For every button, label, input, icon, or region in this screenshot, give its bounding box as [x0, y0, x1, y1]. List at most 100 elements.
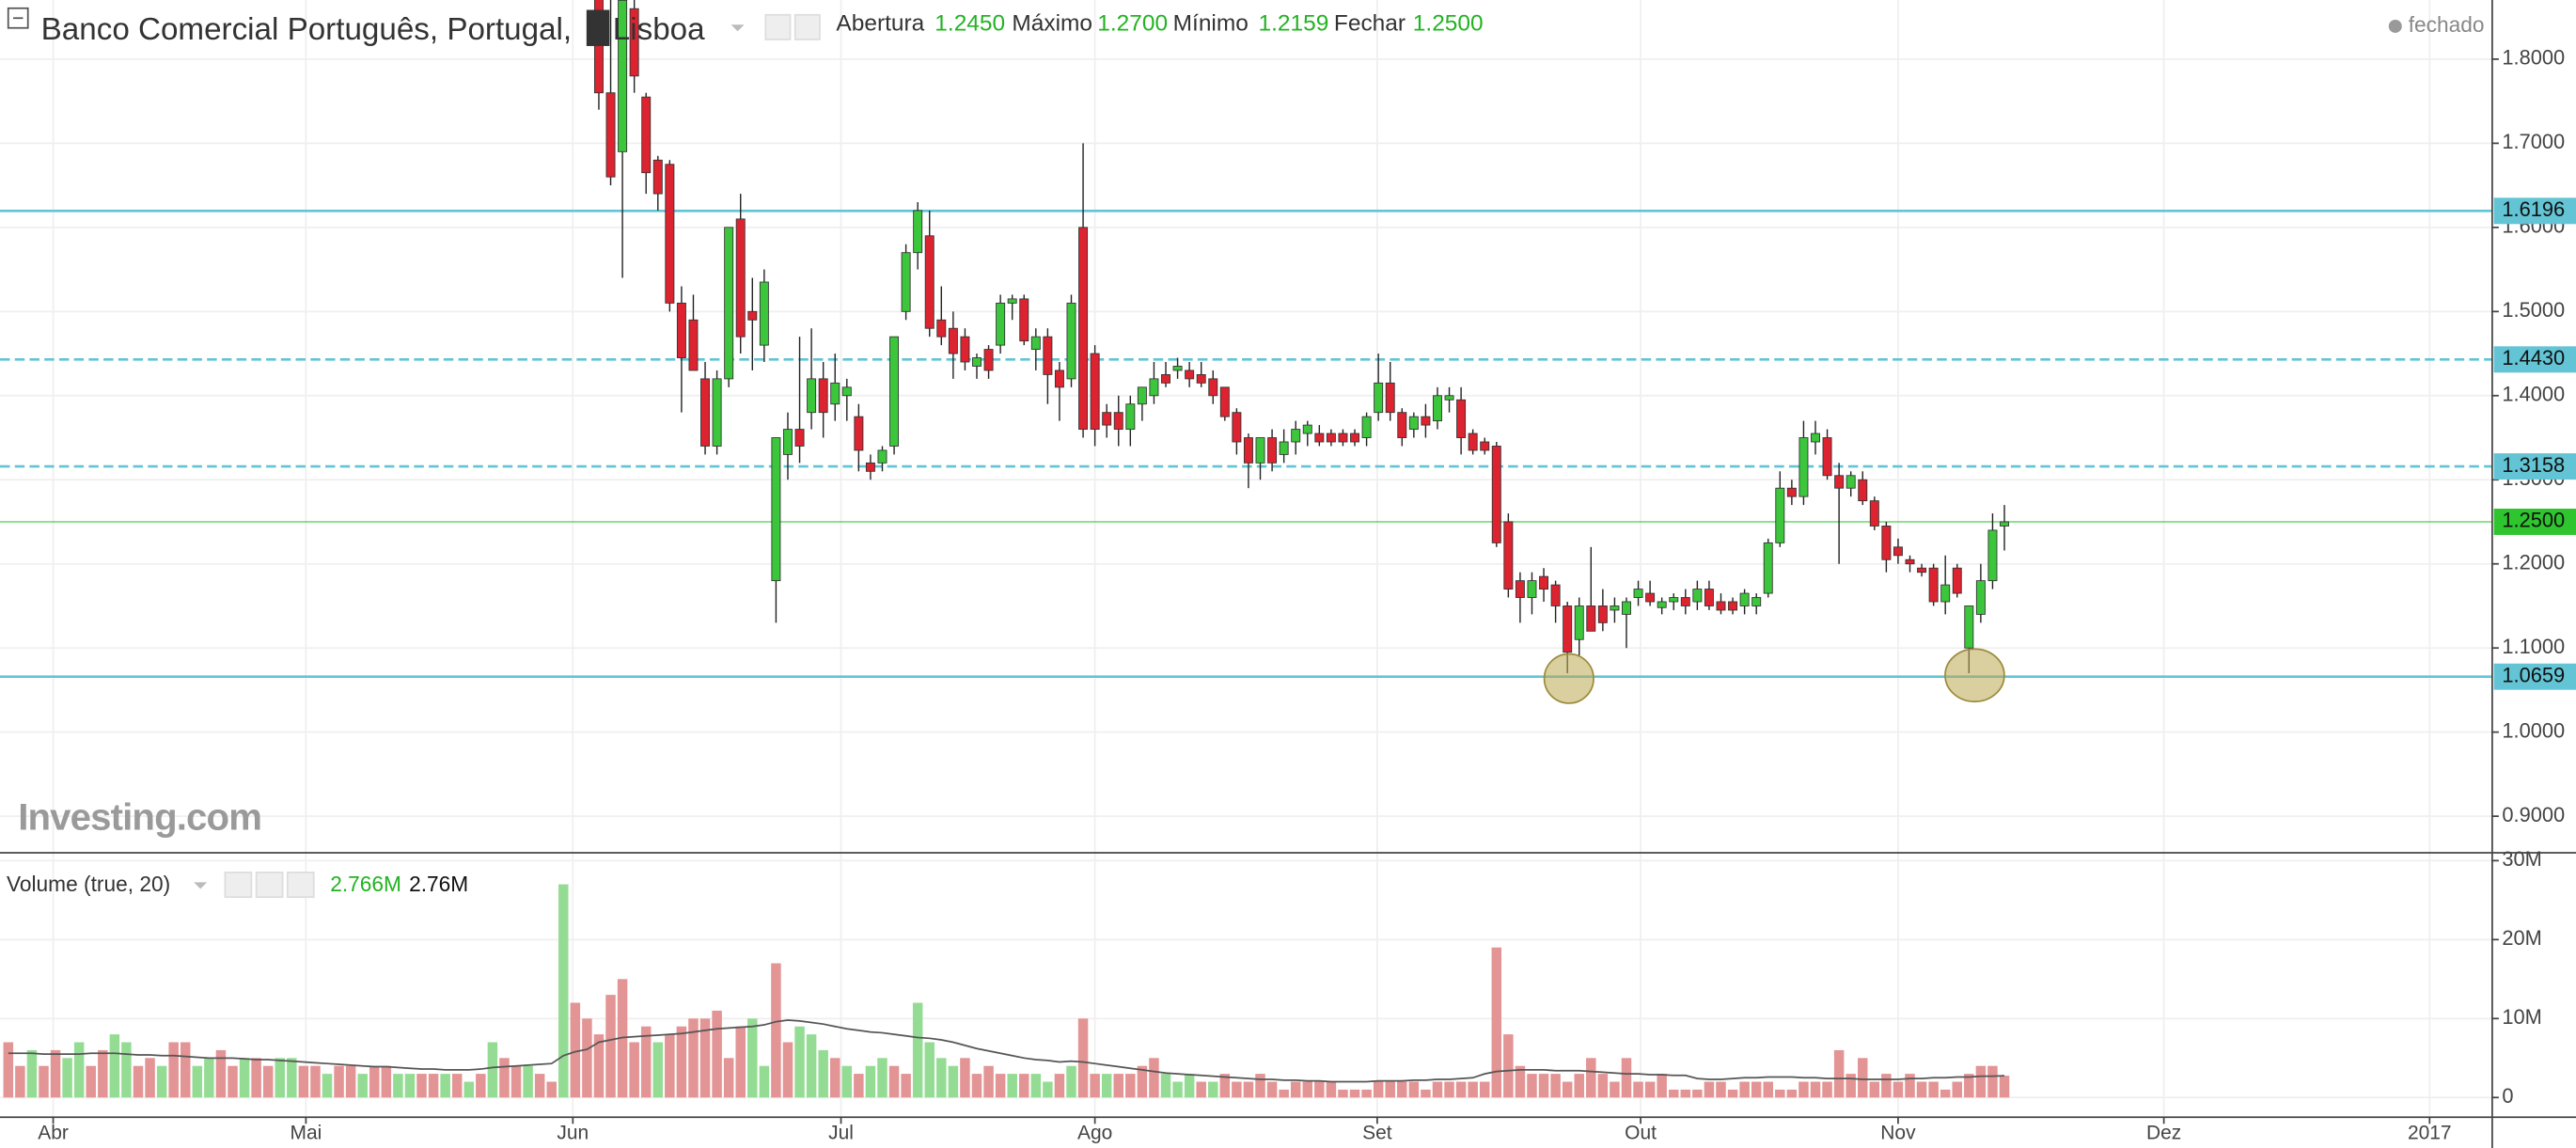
volume-bar [50, 1049, 61, 1098]
volume-bar [1704, 1081, 1715, 1098]
volume-bar [1101, 1074, 1112, 1098]
volume-bar [26, 1049, 38, 1098]
candle-body [1597, 605, 1608, 623]
candle-body [1030, 336, 1041, 351]
volume-bar [629, 1042, 639, 1098]
volume-bar [1066, 1065, 1076, 1098]
dropdown-arrow[interactable] [194, 882, 208, 889]
ohlc-name: Máximo [1012, 11, 1092, 37]
candle-body [1610, 605, 1620, 611]
volume-bar [971, 1074, 982, 1098]
volume-bar [1822, 1081, 1832, 1098]
volume-bar [404, 1074, 416, 1098]
eye-button[interactable] [764, 13, 792, 40]
candle-body [1786, 487, 1797, 497]
candles [593, 0, 2009, 674]
candle-body [1940, 584, 1951, 603]
candle-body [1491, 446, 1501, 543]
volume-bar [960, 1058, 970, 1098]
volume-bar [1349, 1089, 1360, 1098]
volume-bar [747, 1018, 758, 1098]
volume-bar [640, 1026, 652, 1098]
candle-body [924, 235, 935, 329]
settings-button[interactable] [793, 13, 821, 40]
ohlc-name: Fechar [1334, 11, 1406, 37]
y-tick-label: 0 [2502, 1084, 2513, 1108]
volume-bar [1030, 1074, 1042, 1098]
volume-bar [168, 1042, 179, 1098]
candle-body [1811, 432, 1820, 443]
candle-body [1798, 437, 1809, 497]
candle-body [1964, 605, 1974, 649]
volume-bar [759, 1065, 770, 1098]
volume-bar [948, 1065, 959, 1098]
candle-body [1751, 597, 1762, 606]
volume-bar [204, 1058, 214, 1098]
candle-body [1208, 378, 1218, 397]
candle-body [676, 302, 686, 358]
volume-bar [1125, 1074, 1136, 1098]
volume-bar [1326, 1081, 1337, 1098]
last-price-label: 1.2500 [2502, 509, 2565, 532]
volume-bar [1680, 1089, 1691, 1098]
volume-bar [15, 1065, 25, 1098]
settings-button[interactable] [255, 872, 284, 899]
volume-bar [1798, 1081, 1809, 1098]
volume-bar [652, 1042, 664, 1098]
x-tick-label: Out [1625, 1122, 1657, 1143]
volume-bar [1361, 1089, 1372, 1098]
volume-bar [1668, 1089, 1679, 1098]
candle-body [759, 281, 769, 346]
y-tick-label: 10M [2502, 1005, 2541, 1029]
volume-bar [995, 1074, 1006, 1098]
candle-body [1338, 432, 1348, 443]
candle-body [818, 378, 828, 414]
y-tick-label: 30M [2502, 847, 2541, 871]
candle-body [854, 416, 864, 451]
level-label: 1.6196 [2502, 197, 2565, 221]
volume-bar [1527, 1074, 1537, 1098]
volume-bar [1468, 1081, 1478, 1098]
candle-body [1054, 370, 1064, 388]
candle-body [877, 449, 887, 464]
volume-bar [665, 1034, 675, 1098]
candle-body [1586, 605, 1596, 632]
level-label-box [2493, 663, 2576, 690]
volume-bar [546, 1081, 557, 1098]
candle-body [1680, 597, 1690, 606]
candle-body [1172, 366, 1183, 371]
candle-body [688, 319, 699, 371]
candle-body [913, 210, 923, 254]
volume-bar [487, 1042, 498, 1098]
candle-body [700, 378, 711, 447]
candle-body [1633, 589, 1643, 598]
candle-body [901, 252, 911, 312]
candle-body [1397, 412, 1407, 438]
volume-bar [1385, 1081, 1395, 1098]
ohlc-value: 1.2159 [1259, 11, 1329, 37]
x-tick-label: Nov [1880, 1122, 1916, 1143]
last-price-box [2493, 509, 2576, 535]
candle-body [1243, 437, 1253, 464]
candle-body [1149, 378, 1159, 397]
dropdown-arrow[interactable] [730, 24, 745, 32]
volume-bar [1751, 1081, 1762, 1098]
volume-bar [1255, 1074, 1265, 1098]
volume-bar [1881, 1074, 1892, 1098]
volume-bars [3, 884, 2010, 1098]
volume-bar [298, 1065, 309, 1098]
volume-bar [39, 1065, 49, 1098]
candle-body [1704, 589, 1714, 606]
candle-body [747, 310, 758, 321]
candle-body [782, 429, 793, 455]
eye-button[interactable] [224, 872, 253, 899]
collapse-button[interactable] [7, 7, 29, 29]
level-label-box [2493, 197, 2576, 225]
close-button[interactable] [286, 872, 315, 899]
candle-body [735, 218, 746, 338]
volume-bar [1940, 1089, 1951, 1098]
candle-body [1432, 395, 1442, 422]
volume-bar [1515, 1065, 1526, 1098]
volume-bar [62, 1058, 72, 1098]
volume-bar [523, 1065, 533, 1098]
